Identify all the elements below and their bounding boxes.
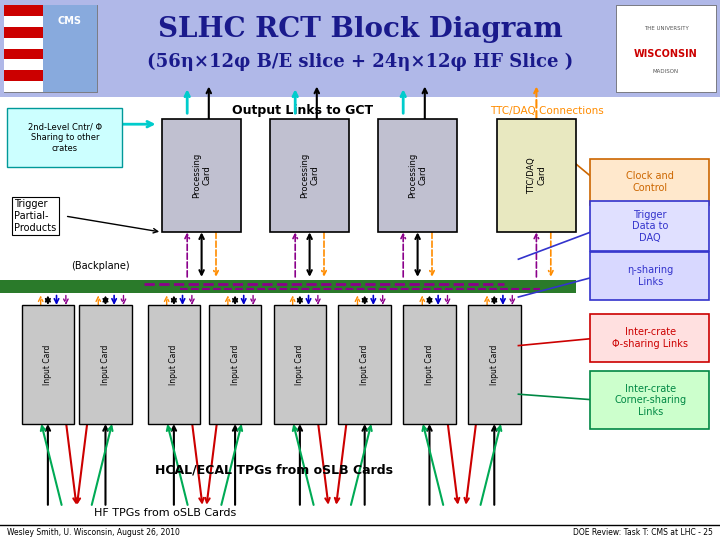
FancyBboxPatch shape bbox=[338, 305, 391, 424]
FancyBboxPatch shape bbox=[162, 119, 241, 232]
Text: Clock and
Control: Clock and Control bbox=[626, 171, 674, 193]
Text: Inter-crate
Corner-sharing
Links: Inter-crate Corner-sharing Links bbox=[614, 383, 686, 417]
Text: HCAL/ECAL TPGs from oSLB Cards: HCAL/ECAL TPGs from oSLB Cards bbox=[155, 463, 392, 476]
FancyBboxPatch shape bbox=[497, 119, 576, 232]
Text: Input Card: Input Card bbox=[43, 345, 53, 384]
Text: THE UNIVERSITY: THE UNIVERSITY bbox=[644, 26, 688, 31]
FancyBboxPatch shape bbox=[403, 305, 456, 424]
Text: Input Card: Input Card bbox=[360, 345, 369, 384]
FancyBboxPatch shape bbox=[590, 159, 709, 205]
Text: Processing
Card: Processing Card bbox=[300, 153, 319, 198]
FancyBboxPatch shape bbox=[590, 371, 709, 429]
Text: Processing
Card: Processing Card bbox=[408, 153, 427, 198]
Text: (Backplane): (Backplane) bbox=[71, 261, 130, 271]
Text: MADISON: MADISON bbox=[653, 69, 679, 74]
Text: US: US bbox=[20, 16, 35, 26]
FancyBboxPatch shape bbox=[4, 70, 43, 81]
FancyBboxPatch shape bbox=[274, 305, 326, 424]
FancyBboxPatch shape bbox=[590, 314, 709, 362]
Text: Inter-crate
Φ-sharing Links: Inter-crate Φ-sharing Links bbox=[612, 327, 688, 349]
Text: Input Card: Input Card bbox=[169, 345, 179, 384]
FancyBboxPatch shape bbox=[4, 49, 43, 59]
FancyBboxPatch shape bbox=[4, 5, 43, 16]
Text: TTC/DAQ Connections: TTC/DAQ Connections bbox=[490, 106, 603, 116]
Text: Input Card: Input Card bbox=[490, 345, 499, 384]
Text: SLHC RCT Block Diagram: SLHC RCT Block Diagram bbox=[158, 16, 562, 43]
Text: (56η×12φ B/E slice + 24η×12φ HF Slice ): (56η×12φ B/E slice + 24η×12φ HF Slice ) bbox=[147, 53, 573, 71]
FancyBboxPatch shape bbox=[4, 81, 43, 92]
FancyBboxPatch shape bbox=[590, 201, 709, 251]
FancyBboxPatch shape bbox=[270, 119, 349, 232]
Text: η-sharing
Links: η-sharing Links bbox=[627, 265, 673, 287]
Text: 2nd-Level Cntr/ Φ
Sharing to other
crates: 2nd-Level Cntr/ Φ Sharing to other crate… bbox=[28, 123, 102, 153]
Text: Processing
Card: Processing Card bbox=[192, 153, 211, 198]
FancyBboxPatch shape bbox=[79, 305, 132, 424]
Text: CMS: CMS bbox=[58, 16, 82, 26]
Text: Trigger
Data to
DAQ: Trigger Data to DAQ bbox=[632, 210, 668, 243]
FancyBboxPatch shape bbox=[4, 5, 97, 92]
FancyBboxPatch shape bbox=[616, 5, 716, 92]
Text: Wesley Smith, U. Wisconsin, August 26, 2010: Wesley Smith, U. Wisconsin, August 26, 2… bbox=[7, 528, 180, 537]
Text: Input Card: Input Card bbox=[425, 345, 434, 384]
FancyBboxPatch shape bbox=[4, 59, 43, 70]
FancyBboxPatch shape bbox=[43, 5, 97, 92]
Text: DOE Review: Task T: CMS at LHC - 25: DOE Review: Task T: CMS at LHC - 25 bbox=[573, 528, 713, 537]
Text: Trigger
Partial-
Products: Trigger Partial- Products bbox=[14, 199, 57, 233]
FancyBboxPatch shape bbox=[378, 119, 457, 232]
FancyBboxPatch shape bbox=[0, 0, 720, 97]
FancyBboxPatch shape bbox=[4, 27, 43, 38]
FancyBboxPatch shape bbox=[7, 108, 122, 167]
FancyBboxPatch shape bbox=[209, 305, 261, 424]
FancyBboxPatch shape bbox=[4, 38, 43, 49]
Text: TTC/DAQ
Card: TTC/DAQ Card bbox=[527, 157, 546, 194]
FancyBboxPatch shape bbox=[22, 305, 74, 424]
Text: HF TPGs from oSLB Cards: HF TPGs from oSLB Cards bbox=[94, 508, 236, 518]
FancyBboxPatch shape bbox=[4, 16, 43, 27]
FancyBboxPatch shape bbox=[148, 305, 200, 424]
Text: Input Card: Input Card bbox=[230, 345, 240, 384]
FancyBboxPatch shape bbox=[468, 305, 521, 424]
Text: Input Card: Input Card bbox=[295, 345, 305, 384]
FancyBboxPatch shape bbox=[590, 252, 709, 300]
Text: WISCONSIN: WISCONSIN bbox=[634, 49, 698, 59]
Text: Input Card: Input Card bbox=[101, 345, 110, 384]
FancyBboxPatch shape bbox=[0, 280, 576, 293]
Text: Output Links to GCT: Output Links to GCT bbox=[232, 104, 373, 117]
